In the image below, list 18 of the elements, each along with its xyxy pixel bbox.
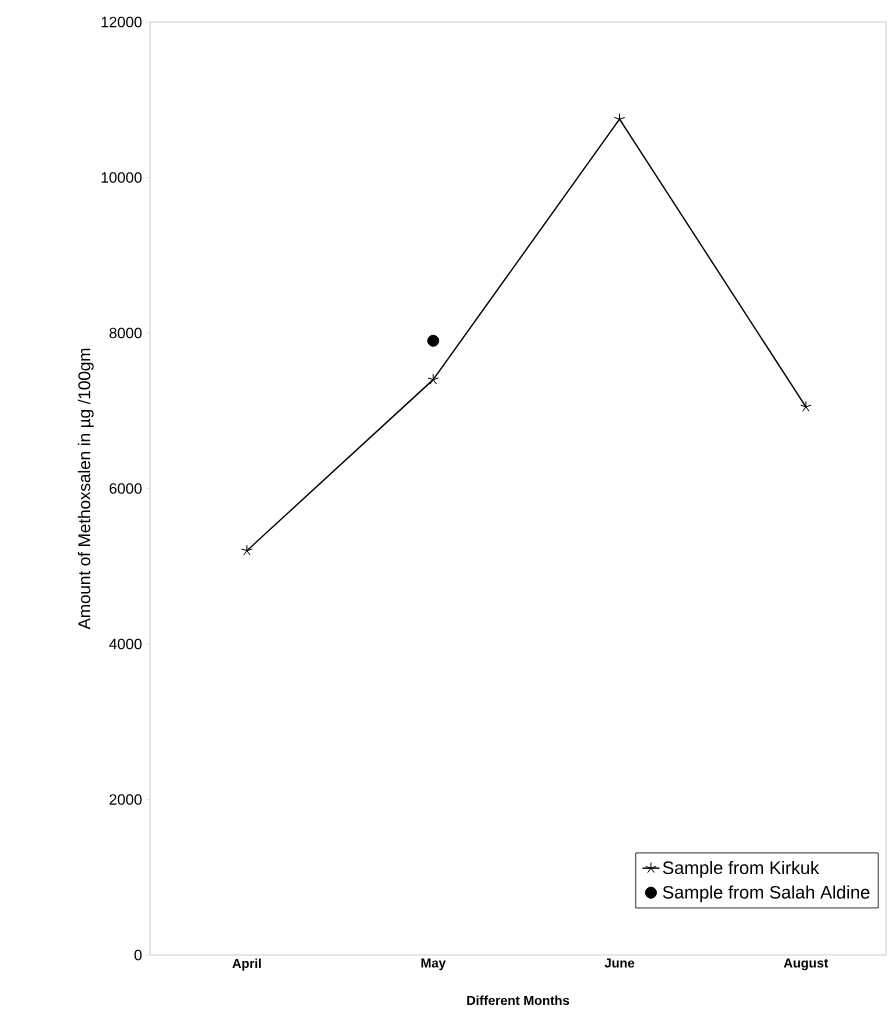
y-tick-label: 0 bbox=[134, 949, 142, 961]
x-tick-label: May bbox=[421, 958, 446, 971]
x-tick-label: June bbox=[604, 958, 635, 968]
legend-label: Sample from Salah Aldine bbox=[662, 885, 870, 903]
y-tick-label: 6000 bbox=[109, 483, 142, 494]
y-axis-title: Amount of Methoxsalen in µg /100gm bbox=[77, 348, 94, 630]
point bbox=[613, 113, 626, 125]
x-axis-title: Different Months bbox=[467, 995, 570, 1006]
point bbox=[427, 334, 440, 347]
y-tick-label: 10000 bbox=[101, 172, 142, 183]
x-tick-label: April bbox=[232, 958, 261, 971]
y-tick-label: 4000 bbox=[109, 638, 142, 650]
y-tick-label: 12000 bbox=[101, 16, 142, 28]
y-tick-label: 8000 bbox=[109, 327, 142, 339]
point bbox=[427, 373, 439, 385]
x-tick-label: August bbox=[783, 958, 829, 971]
y-tick-label: 2000 bbox=[109, 794, 142, 805]
legend-label: Sample from Kirkuk bbox=[662, 860, 820, 878]
